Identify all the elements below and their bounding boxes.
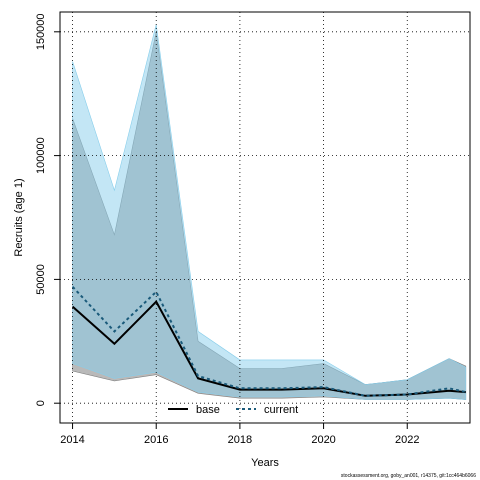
legend-label-base: base <box>196 404 220 416</box>
x-tick-label: 2014 <box>60 434 84 446</box>
y-axis-title: Recruits (age 1) <box>13 178 25 256</box>
plot-frame <box>59 11 471 424</box>
band-current <box>72 24 467 400</box>
y-axis: 0 50000 100000 150000 <box>35 13 60 406</box>
y-tick-label: 50000 <box>35 264 47 295</box>
footnote: stockassessment.org, goby_an001, r14375,… <box>341 473 476 479</box>
x-tick-label: 2022 <box>395 434 419 446</box>
series-lines <box>71 286 467 397</box>
series-line-current <box>71 286 467 397</box>
y-tick-label: 150000 <box>35 13 47 50</box>
confidence-bands <box>72 24 467 400</box>
grid-lines <box>60 12 470 423</box>
x-tick-label: 2016 <box>144 434 168 446</box>
legend: base current <box>168 404 298 416</box>
x-axis: 2014 2016 2018 2020 2022 <box>60 423 419 446</box>
y-tick-label: 0 <box>35 400 47 406</box>
x-axis-title: Years <box>251 457 279 469</box>
y-tick-label: 100000 <box>35 137 47 174</box>
x-tick-label: 2020 <box>311 434 335 446</box>
x-tick-label: 2018 <box>228 434 252 446</box>
legend-label-current: current <box>264 404 298 416</box>
